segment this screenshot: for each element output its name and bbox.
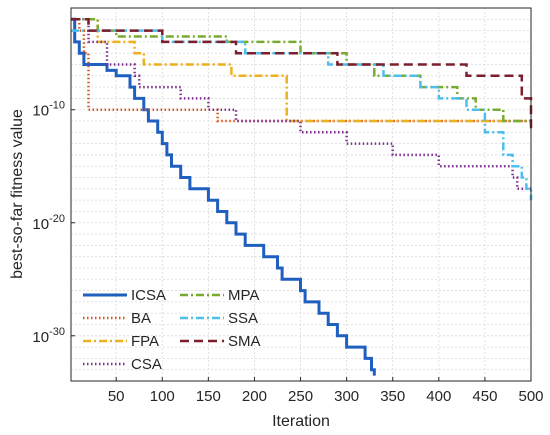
legend-label-sma: SMA [228,333,261,350]
x-tick-label: 500 [518,388,543,405]
series-line-csa [71,18,531,191]
legend-label-fpa: FPA [131,333,159,350]
x-tick-label: 350 [380,388,405,405]
x-tick-label: 300 [334,388,359,405]
y-tick-base: 10 [32,103,49,120]
legend-label-icsa: ICSA [131,287,166,304]
y-tick-base: 10 [32,329,49,346]
legend: ICSA BA FPA CSA MPA SSA SMA [83,287,261,373]
tick-layer: 50 100 150 200 250 300 350 400 450 50010-3010-201… [32,100,543,405]
series-line-ssa [71,29,533,201]
x-tick-label: 150 [196,388,221,405]
series-line-icsa [71,17,376,376]
x-tick-label: 250 [288,388,313,405]
series-line-sma [71,18,533,133]
series-line-ba [71,18,531,123]
x-tick-label: 50 [108,388,125,405]
y-tick-exponent: -10 [49,100,65,112]
series-layer [71,17,533,376]
x-axis-label: Iteration [272,413,330,430]
legend-label-ba: BA [131,310,151,327]
legend-label-csa: CSA [131,356,162,373]
series-line-mpa [71,18,531,123]
legend-label-mpa: MPA [228,287,259,304]
y-tick-label: 10-10 [32,100,65,120]
x-tick-label: 450 [472,388,497,405]
y-tick-exponent: -20 [49,213,65,225]
legend-label-ssa: SSA [228,310,258,327]
x-tick-label: 100 [150,388,175,405]
x-tick-label: 200 [242,388,267,405]
x-tick-label: 400 [426,388,451,405]
series-line-fpa [71,18,531,123]
y-tick-exponent: -30 [49,326,65,338]
y-tick-label: 10-30 [32,326,65,346]
y-axis-label: best-so-far fitness value [9,109,26,279]
y-tick-base: 10 [32,216,49,233]
y-tick-label: 10-20 [32,213,65,233]
